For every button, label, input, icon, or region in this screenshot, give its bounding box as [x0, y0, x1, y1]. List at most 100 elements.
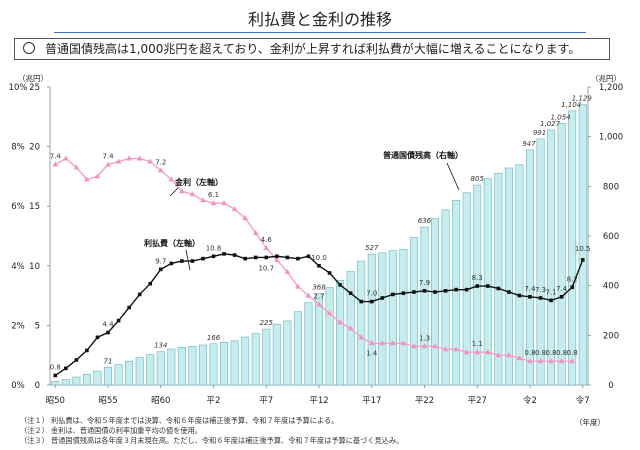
percent-tick-label: 2% [11, 321, 25, 331]
rate-annotation: 金利（左軸） [174, 177, 223, 187]
rate-marker [569, 358, 575, 364]
interest-payment-marker [275, 254, 279, 259]
interest-payment-marker [95, 335, 100, 340]
debt-data-label: 1,129 [572, 95, 593, 103]
rate-marker [157, 167, 164, 173]
debt-data-label: 368 [312, 284, 326, 292]
x-tick-label: 令7 [576, 395, 590, 406]
interest-data-label: 7.4 [556, 285, 568, 293]
right-tick-label: 200 [603, 331, 619, 341]
debt-bar [515, 164, 524, 386]
debt-bar [494, 172, 503, 386]
debt-data-label: 1,027 [540, 120, 561, 128]
interest-payment-marker [391, 292, 395, 297]
right-tick-label: 1,000 [599, 133, 623, 143]
debt-bar [82, 374, 91, 386]
rate-marker [284, 268, 291, 274]
rate-marker [548, 358, 554, 364]
interest-data-label: 4.4 [102, 321, 114, 329]
rate-marker [94, 173, 101, 179]
headline-text: 普通国債残高は1,000兆円を超えており、金利が上昇すれば利払費が大幅に増えるこ… [45, 42, 581, 56]
headline-box: 普通国債残高は1,000兆円を超えており、金利が上昇すれば利払費が大幅に増えるこ… [14, 38, 610, 60]
right-tick-label: 800 [603, 182, 619, 192]
interest-payment-marker [570, 285, 574, 290]
debt-data-label: 947 [522, 140, 536, 148]
interest-payment-marker [253, 255, 258, 260]
rate-data-label: 2.7 [313, 293, 324, 301]
rate-marker [210, 200, 217, 206]
rate-marker [189, 191, 196, 197]
debt-bar [367, 253, 376, 386]
interest-payment-marker [348, 291, 353, 296]
debt-bar [547, 129, 556, 386]
left-tick-label: 5 [35, 321, 40, 331]
interest-payment-marker [317, 264, 321, 268]
rate-marker [105, 161, 111, 167]
interest-payment-marker [496, 286, 501, 291]
rate-data-label: 0.8 [524, 349, 535, 357]
x-tick-label: 令2 [523, 395, 537, 406]
debt-bar [220, 341, 229, 386]
interest-payment-marker [53, 373, 58, 378]
rate-data-label: 6.1 [208, 191, 219, 199]
debt-bar [283, 320, 292, 386]
interest-payment-marker [148, 281, 153, 286]
debt-bar [241, 336, 250, 386]
right-tick-label: 600 [603, 232, 619, 242]
debt-bar [336, 280, 345, 386]
interest-payment-marker [517, 293, 522, 298]
rate-marker [242, 215, 248, 221]
rate-marker [126, 155, 132, 161]
rate-marker [421, 343, 428, 349]
debt-bar [325, 287, 334, 386]
rate-data-label: 7.2 [155, 158, 166, 166]
x-tick-label: 平27 [468, 396, 487, 406]
rate-marker [84, 176, 90, 182]
rate-data-label: 0.8 [567, 349, 578, 357]
debt-bar [114, 364, 123, 386]
circle-bullet-icon [23, 42, 35, 54]
rate-marker [368, 340, 375, 346]
debt-bar [188, 345, 197, 386]
x-tick-label: 平17 [362, 396, 381, 406]
interest-payment-marker [475, 284, 480, 288]
percent-tick-label: 6% [11, 202, 25, 212]
interest-payment-marker [190, 259, 195, 263]
debt-bar [557, 122, 566, 386]
percent-tick-label: 10% [9, 83, 28, 93]
rate-data-label: 7.4 [102, 152, 114, 160]
right-axis-unit: （兆円） [591, 73, 621, 83]
footnote-3: （注３） 普通国債残高は各年度３月末現在高。ただし、令和６年度は補正後予算、令和… [20, 436, 404, 445]
debt-bar [441, 209, 450, 386]
rate-data-label: 1.4 [366, 349, 378, 357]
debt-bar [452, 199, 461, 386]
interest-data-label: 8.3 [472, 274, 483, 282]
left-tick-label: 15 [29, 202, 40, 212]
interest-payment-marker [380, 296, 385, 300]
debt-bar [420, 226, 429, 386]
rate-marker [337, 319, 343, 325]
debt-bar [272, 323, 281, 386]
rate-marker [136, 155, 143, 161]
percent-tick-label: 8% [11, 143, 25, 153]
interest-payment-marker [559, 294, 564, 299]
debt-bar [177, 346, 186, 386]
interest-payment-marker [158, 267, 163, 272]
debt-data-label: 71 [104, 357, 113, 365]
rate-marker [558, 358, 565, 364]
left-tick-label: 10 [29, 262, 40, 272]
rate-data-label: 0.8 [556, 349, 567, 357]
interest-payment-marker [359, 299, 363, 304]
rate-marker [474, 349, 481, 355]
debt-bar [72, 376, 81, 386]
rate-marker [231, 206, 238, 212]
debt-data-label: 134 [154, 342, 167, 350]
rate-marker [305, 292, 312, 298]
rate-marker [168, 176, 175, 182]
debt-bar [399, 249, 408, 386]
rate-marker [506, 352, 512, 358]
debt-bar [51, 380, 60, 386]
debt-bar [156, 351, 165, 386]
rate-marker [358, 334, 364, 340]
